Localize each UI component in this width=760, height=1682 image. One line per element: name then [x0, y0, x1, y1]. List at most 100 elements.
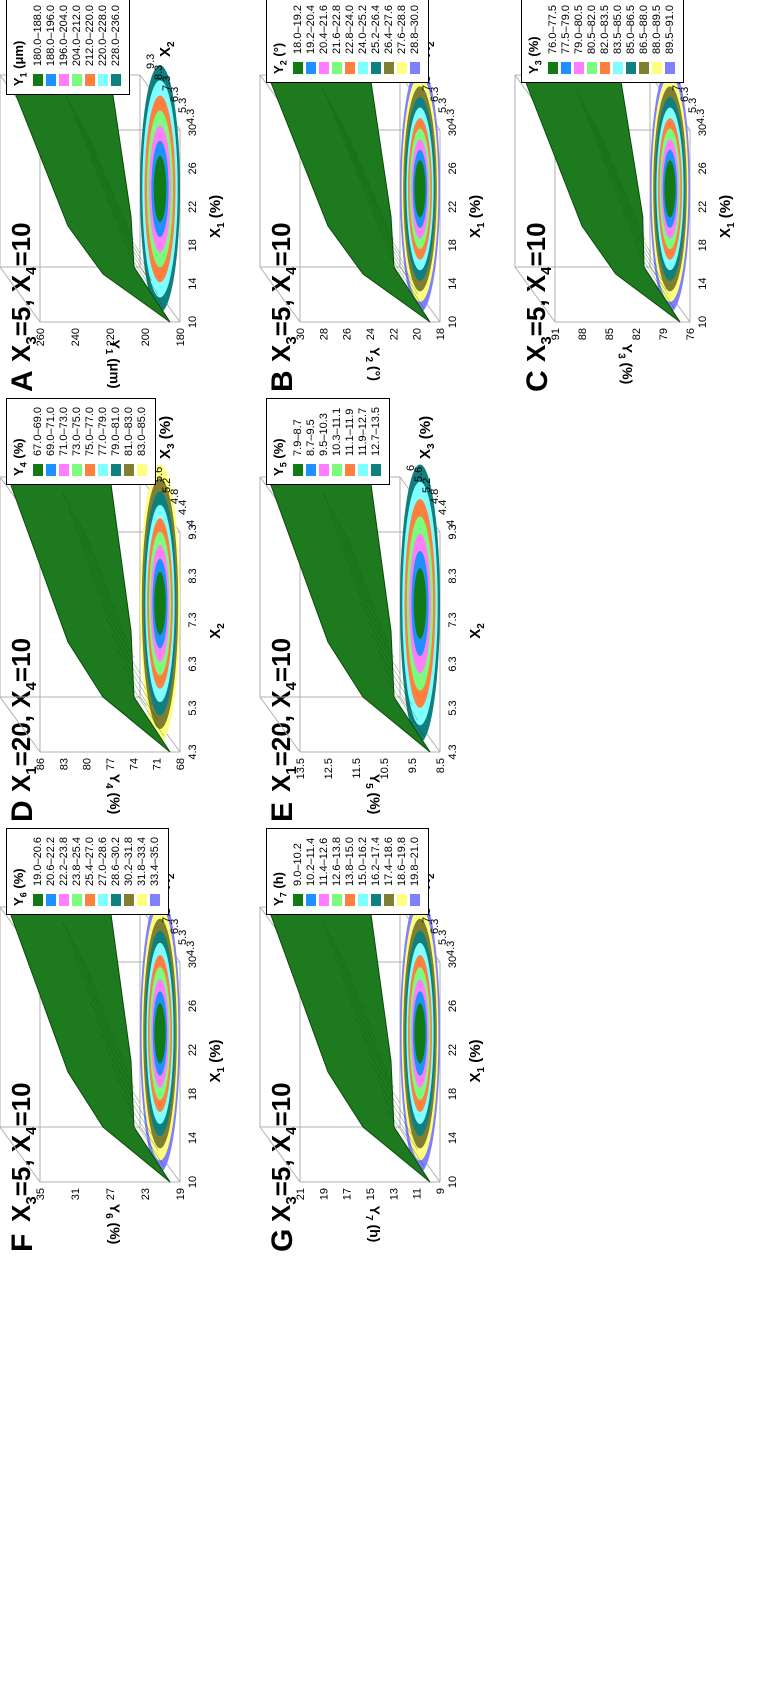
floor-contours	[140, 894, 180, 1173]
legend-unit: (°)	[271, 42, 286, 61]
legend-swatch	[574, 61, 585, 74]
legend-entry: 12.6–13.8	[331, 837, 344, 906]
mesh-line	[111, 1064, 147, 1120]
legend: Y2 (°) 18.0–19.2 19.2–20.4 20.4–21.6 21.6–22…	[266, 0, 429, 83]
z-tick-label: 13	[388, 1188, 400, 1200]
mesh-line	[622, 212, 658, 268]
mesh-line	[67, 508, 99, 564]
mesh-line	[377, 225, 413, 281]
mesh-line	[73, 524, 105, 580]
y-tick-label: 5.6	[153, 467, 165, 482]
x-tick-label: 10	[187, 1176, 199, 1188]
legend-entry: 33.4–35.0	[149, 837, 162, 906]
mesh-line	[322, 922, 353, 978]
surface-plot: 1014182226304.35.36.37.38.39.39111315171…	[259, 873, 487, 1242]
y-tick-label: 4.4	[437, 500, 449, 515]
mesh-line	[638, 253, 675, 309]
x-tick-label: 6.3	[187, 656, 199, 671]
x-axis-label: X1 (%)	[467, 195, 487, 238]
z-tick-label: 31	[70, 1188, 82, 1200]
legend-swatch	[137, 463, 148, 476]
legend-range: 27.6–28.8	[396, 5, 409, 54]
z-tick-label: 79	[658, 328, 670, 340]
x-tick-label: 22	[447, 201, 459, 213]
y-tick-label: 5.3	[437, 98, 449, 113]
z-axis-label: Y1 (μm)	[103, 339, 123, 388]
panel-a: A X3=5, X4=10 10 14 18 22 26 30 4.3 5.3 6.3 7.3 8.3 9…	[0, 0, 250, 392]
mesh-line	[62, 492, 93, 548]
surface-plot: 1014182226304.35.36.37.38.39.31820222426…	[259, 41, 487, 381]
legend-var: Y	[11, 77, 26, 87]
z-axis-label: Y6 (%)	[103, 1204, 123, 1245]
x-tick-label: 18	[447, 239, 459, 251]
z-tick-label: 77	[105, 758, 117, 770]
x-tick-label: 8.3	[447, 568, 459, 583]
legend-var: Y	[271, 467, 286, 476]
x-tick-label: 4.3	[187, 744, 199, 759]
contour-band	[413, 568, 427, 639]
legend-range: 27.0–28.6	[97, 837, 110, 886]
legend-range: 85.0–86.5	[625, 5, 638, 54]
x-tick-label: 10	[697, 316, 709, 328]
legend-range: 25.4–27.0	[84, 837, 97, 886]
legend-swatch	[111, 463, 122, 476]
y-tick-label: 4.3	[185, 109, 197, 124]
legend-entry: 19.8–21.0	[409, 837, 422, 906]
mesh-line	[355, 1016, 389, 1073]
legend-entry: 75.0–77.0	[84, 407, 97, 476]
legend-swatch	[371, 893, 382, 906]
mesh-line	[322, 492, 353, 548]
mesh-line	[344, 555, 377, 611]
mesh-line	[366, 198, 401, 254]
mesh-line	[117, 1079, 153, 1135]
mesh-line	[349, 571, 383, 627]
z-tick-label: 11	[412, 1188, 424, 1199]
mesh-line	[585, 116, 617, 172]
mesh-line	[327, 102, 359, 158]
legend-range: 21.6–22.8	[331, 5, 344, 54]
legend-swatch	[59, 74, 70, 87]
y-tick-label: 8.3	[153, 65, 165, 80]
legend-range: 20.6–22.2	[45, 837, 58, 886]
z-tick-label: 18	[435, 328, 447, 340]
legend-swatch	[98, 463, 109, 476]
legend-range: 17.4–18.6	[383, 837, 396, 886]
legend-var: Y	[526, 65, 541, 74]
z-tick-label: 30	[295, 328, 307, 340]
legend-entry: 13.8–15.0	[344, 837, 357, 906]
x-tick-label: 14	[447, 1132, 459, 1144]
y-tick-label: 6	[405, 465, 417, 471]
z-tick-label: 19	[175, 1188, 187, 1200]
legend-swatch	[332, 61, 343, 74]
mesh-line	[111, 212, 147, 268]
contour-band	[154, 572, 166, 635]
y-tick-label: 5.3	[687, 98, 699, 113]
legend-entry: 9.0–10.2	[292, 837, 305, 906]
panel-c: CX3=5, X4=101014182226304.35.36.37.38.39…	[514, 0, 760, 392]
mesh-line	[377, 649, 413, 705]
legend-swatch	[358, 463, 369, 476]
box-edge	[259, 696, 301, 753]
legend-swatch	[345, 893, 356, 906]
z-tick-label: 74	[128, 758, 140, 770]
legend-swatch	[665, 61, 676, 74]
x-axis-label: X1 (%)	[207, 1039, 227, 1082]
legend-range: 212.0–220.0	[84, 5, 97, 67]
z-tick-label: 260	[35, 328, 47, 346]
x-tick-label: 14	[697, 277, 709, 289]
panel-f: FX3=5, X4=101014182226304.35.36.37.38.39…	[0, 828, 250, 1252]
legend-swatch	[150, 893, 161, 906]
response-surface	[7, 476, 171, 753]
legend-swatch	[111, 893, 122, 906]
legend-range: 22.2–23.8	[58, 837, 71, 886]
mesh-line	[377, 1079, 413, 1135]
legend-swatch	[410, 61, 421, 74]
mesh-line	[606, 170, 640, 227]
legend-swatch	[111, 74, 122, 87]
x-axis-label: X2	[467, 623, 487, 639]
x-tick-label: 7.3	[447, 612, 459, 627]
legend-swatch	[639, 61, 650, 74]
box-edge	[259, 1126, 301, 1183]
legend-entry: 69.0–71.0	[45, 407, 58, 476]
x-tick-label: 10	[447, 316, 459, 328]
